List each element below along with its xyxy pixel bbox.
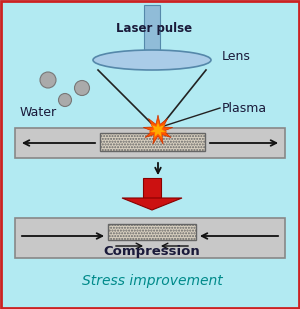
Polygon shape [122,198,182,210]
Polygon shape [149,121,167,138]
Bar [144,5,160,50]
Text: Water: Water [20,105,57,118]
Text: Compression: Compression [103,244,200,257]
Text: Stress improvement: Stress improvement [82,274,222,288]
Circle shape [40,72,56,88]
Circle shape [74,81,89,95]
Bar [108,224,196,240]
Polygon shape [143,115,173,144]
Bar [100,133,205,151]
Circle shape [58,94,71,107]
Bar [15,218,285,258]
Bar [143,178,161,198]
Text: Plasma: Plasma [222,101,267,115]
Text: Lens: Lens [222,49,251,62]
Text: Laser pulse: Laser pulse [116,22,192,35]
Ellipse shape [93,50,211,70]
Bar [15,128,285,158]
